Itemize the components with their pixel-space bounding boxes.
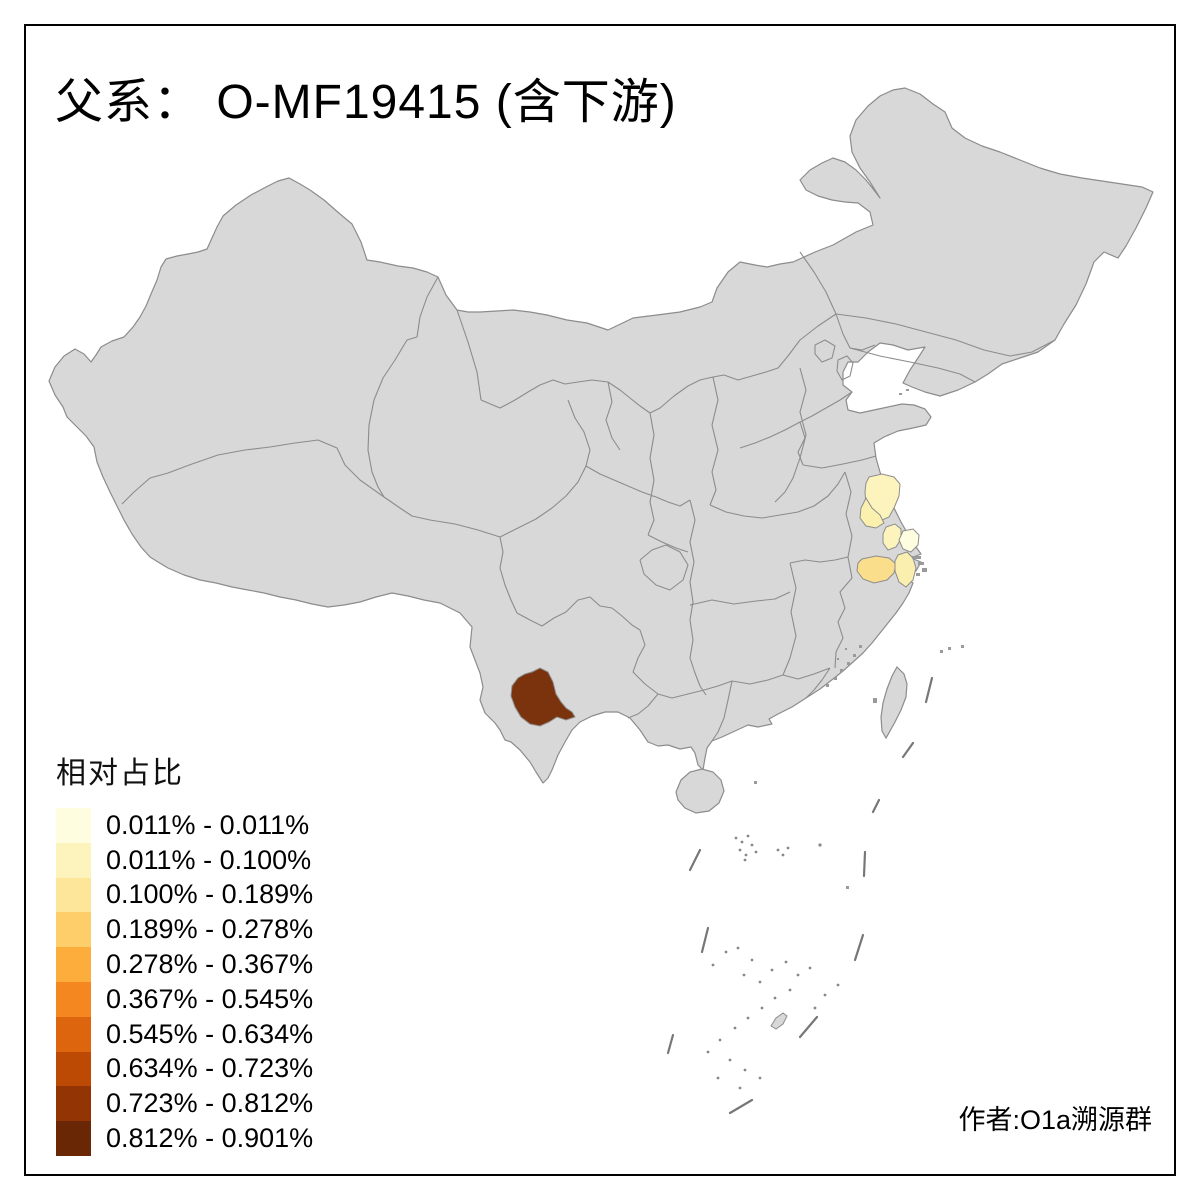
legend-row: 0.812% - 0.901%	[56, 1121, 313, 1156]
legend-row: 0.100% - 0.189%	[56, 877, 314, 913]
coastal-islets	[754, 389, 964, 889]
legend-rows: 0.011% - 0.011% 0.011% - 0.100% 0.100% -…	[56, 808, 313, 1156]
taiwan-island	[880, 666, 908, 740]
legend-color-swatch	[56, 808, 91, 843]
legend-range-label: 0.100% - 0.189%	[106, 879, 314, 910]
south-sea-islet	[770, 1012, 788, 1030]
hainan-island	[675, 768, 725, 814]
legend-color-swatch	[56, 981, 91, 1017]
legend-row: 0.189% - 0.278%	[56, 912, 314, 948]
nine-dash-line	[666, 676, 934, 1115]
legend-row: 0.723% - 0.812%	[56, 1086, 314, 1122]
province-borders	[121, 251, 1056, 742]
legend-title: 相对占比	[56, 757, 184, 790]
legend-color-swatch	[56, 877, 91, 913]
legend-row: 0.634% - 0.723%	[56, 1051, 314, 1087]
legend-range-label: 0.634% - 0.723%	[106, 1053, 314, 1084]
region-jiangsu-northwest	[859, 496, 885, 529]
region-jiangsu-southeast	[894, 551, 917, 588]
legend-range-label: 0.367% - 0.545%	[106, 983, 314, 1014]
legend-range-label: 0.723% - 0.812%	[106, 1088, 314, 1119]
region-jiangsu-south	[856, 555, 897, 584]
region-jiangsu-central	[882, 523, 902, 551]
page-title: 父系： O-MF19415 (含下游)	[55, 76, 677, 129]
legend-row: 0.545% - 0.634%	[56, 1016, 314, 1052]
legend-range-label: 0.011% - 0.100%	[106, 844, 312, 875]
legend-color-swatch	[56, 1016, 91, 1052]
attribution-text: 作者:O1a溯源群	[958, 1105, 1152, 1135]
legend-range-label: 0.011% - 0.011%	[106, 809, 310, 840]
legend-range-label: 0.189% - 0.278%	[106, 914, 314, 945]
south-china-sea-islands	[706, 834, 840, 1090]
legend-color-swatch	[56, 912, 91, 948]
legend-color-swatch	[56, 947, 91, 982]
legend-color-swatch	[56, 842, 91, 878]
legend-color-swatch	[56, 1051, 91, 1087]
legend-range-label: 0.278% - 0.367%	[106, 949, 314, 980]
legend-row: 0.011% - 0.011%	[56, 808, 313, 843]
legend: 相对占比 0.011% - 0.011% 0.011% - 0.100% 0.1…	[56, 748, 313, 1156]
legend-row: 0.278% - 0.367%	[56, 947, 313, 982]
legend-row: 0.367% - 0.545%	[56, 981, 314, 1017]
legend-range-label: 0.812% - 0.901%	[106, 1123, 314, 1154]
legend-color-swatch	[56, 1121, 91, 1156]
legend-color-swatch	[56, 1086, 91, 1122]
mainland-china	[48, 87, 1154, 784]
region-southwest-yunnan	[510, 667, 576, 727]
legend-range-label: 0.545% - 0.634%	[106, 1018, 314, 1049]
region-jiangsu-coastal	[898, 528, 920, 553]
legend-row: 0.011% - 0.100%	[56, 842, 313, 878]
